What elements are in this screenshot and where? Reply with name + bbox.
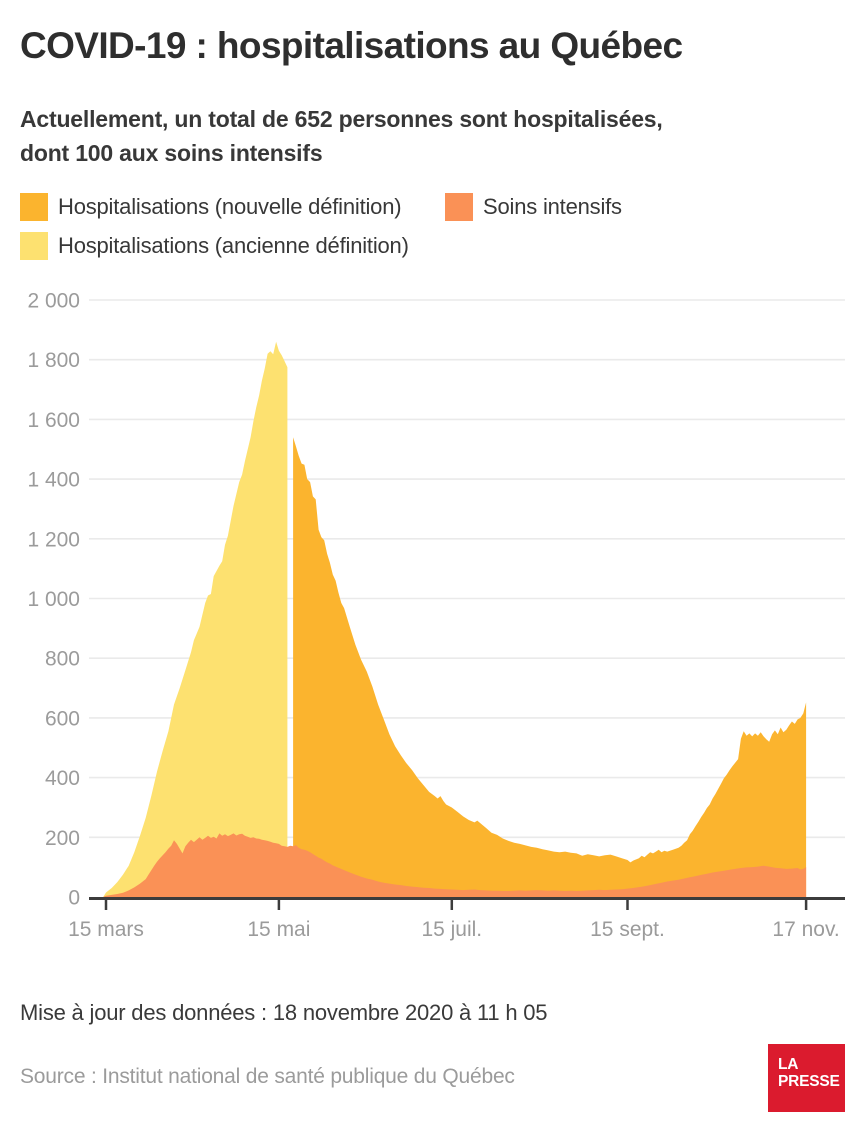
y-axis-label: 1 000	[27, 588, 80, 611]
y-axis-label: 2 000	[27, 290, 80, 313]
x-axis-label: 15 juil.	[421, 918, 482, 941]
chart-svg: 0 200 400 600 800 1 000 1 200 1 400 1 600 1 800 2 …	[27, 290, 845, 941]
x-axis-label: 15 mai	[247, 918, 310, 941]
y-axis-label: 600	[45, 707, 80, 730]
logo-line-1: LA	[778, 1056, 799, 1073]
y-axis-label: 1 200	[27, 528, 80, 551]
y-axis-label: 1 600	[27, 409, 80, 432]
x-axis-label: 15 mars	[68, 918, 144, 941]
area-soins	[103, 833, 807, 897]
legend-label-nouvelle: Hospitalisations (nouvelle définition)	[58, 194, 402, 219]
x-axis-label: 17 nov.	[772, 918, 839, 941]
legend-label-ancienne: Hospitalisations (ancienne définition)	[58, 233, 409, 258]
page-title: COVID-19 : hospitalisations au Québec	[20, 25, 683, 66]
subtitle-line-1: Actuellement, un total de 652 personnes …	[20, 106, 663, 132]
lapresse-logo: LA PRESSE	[768, 1044, 845, 1112]
legend-swatch-ancienne-icon	[20, 232, 48, 260]
y-axis-label: 200	[45, 827, 80, 850]
data-updated-text: Mise à jour des données : 18 novembre 20…	[20, 1000, 548, 1025]
subtitle-line-2: dont 100 aux soins intensifs	[20, 140, 323, 166]
y-axis-label: 0	[68, 887, 80, 910]
legend-swatch-soins-icon	[445, 193, 473, 221]
x-axis-label: 15 sept.	[590, 918, 665, 941]
y-axis-label: 1 400	[27, 469, 80, 492]
y-axis-label: 800	[45, 648, 80, 671]
source-text: Source : Institut national de santé publ…	[20, 1065, 515, 1088]
chart-subtitle: Actuellement, un total de 652 personnes …	[20, 102, 663, 170]
legend-swatch-nouvelle-icon	[20, 193, 48, 221]
legend-item-nouvelle-definition: Hospitalisations (nouvelle définition)	[20, 193, 402, 221]
area-nouvelle	[293, 437, 807, 897]
logo-line-2: PRESSE	[778, 1072, 840, 1090]
legend-item-ancienne-definition: Hospitalisations (ancienne définition)	[20, 232, 409, 260]
area-ancienne	[103, 341, 288, 897]
y-axis-label: 400	[45, 767, 80, 790]
y-axis-label: 1 800	[27, 349, 80, 372]
legend-item-soins-intensifs: Soins intensifs	[445, 193, 622, 221]
legend-label-soins: Soins intensifs	[483, 194, 622, 219]
